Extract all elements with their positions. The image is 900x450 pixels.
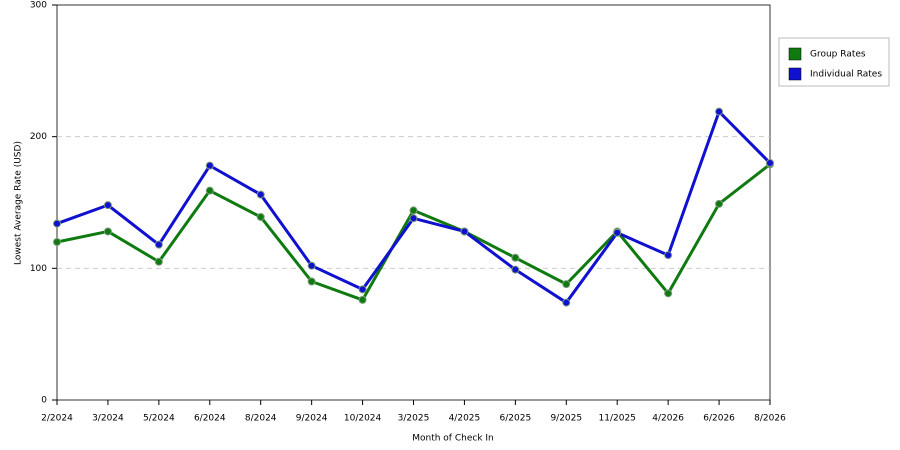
point xyxy=(205,186,214,195)
x-tick-label: 9/2024 xyxy=(296,414,328,424)
point xyxy=(715,107,724,116)
x-tick-label: 3/2025 xyxy=(398,414,430,424)
y-tick-label: 300 xyxy=(30,1,47,11)
point xyxy=(103,201,112,210)
y-tick-label: 100 xyxy=(30,264,47,274)
point xyxy=(154,257,163,266)
point xyxy=(256,212,265,221)
point xyxy=(409,214,418,223)
point xyxy=(53,219,61,228)
point xyxy=(511,253,520,262)
x-tick-label: 6/2026 xyxy=(703,414,735,424)
point xyxy=(664,251,673,260)
plot-area xyxy=(56,4,771,401)
x-tick-label: 11/2025 xyxy=(599,414,636,424)
x-tick-label: 5/2024 xyxy=(143,414,175,424)
point xyxy=(766,159,774,167)
point xyxy=(53,238,61,246)
point xyxy=(205,161,214,170)
x-tick-label: 9/2025 xyxy=(550,414,582,424)
x-tick-label: 4/2025 xyxy=(449,414,481,424)
point xyxy=(409,206,418,215)
y-tick-label: 0 xyxy=(41,396,47,406)
legend-swatch xyxy=(788,47,802,61)
point xyxy=(256,190,265,199)
point xyxy=(358,285,367,294)
point xyxy=(307,277,316,286)
x-tick-label: 2/2024 xyxy=(41,414,73,424)
x-tick-label: 6/2024 xyxy=(194,414,226,424)
point xyxy=(358,295,367,304)
point xyxy=(103,227,112,236)
series-line xyxy=(56,163,771,302)
x-axis-label: Month of Check In xyxy=(412,434,494,444)
x-tick-label: 4/2026 xyxy=(652,414,684,424)
legend-swatch xyxy=(788,67,802,81)
y-axis-label: Lowest Average Rate (USD) xyxy=(14,141,24,265)
legend-label: Individual Rates xyxy=(810,70,882,80)
x-tick-label: 8/2026 xyxy=(754,414,786,424)
x-tick-label: 8/2024 xyxy=(245,414,277,424)
x-tick-label: 6/2025 xyxy=(500,414,532,424)
legend-label: Group Rates xyxy=(810,50,866,60)
point xyxy=(664,289,673,298)
point xyxy=(613,228,622,237)
y-tick-label: 200 xyxy=(30,132,47,142)
x-tick-label: 10/2024 xyxy=(344,414,382,424)
x-tick-label: 3/2024 xyxy=(92,414,124,424)
point xyxy=(715,199,724,208)
point xyxy=(562,298,571,307)
point xyxy=(154,240,163,249)
point xyxy=(307,261,316,270)
point xyxy=(460,227,469,236)
point xyxy=(562,280,571,289)
point xyxy=(511,265,520,274)
